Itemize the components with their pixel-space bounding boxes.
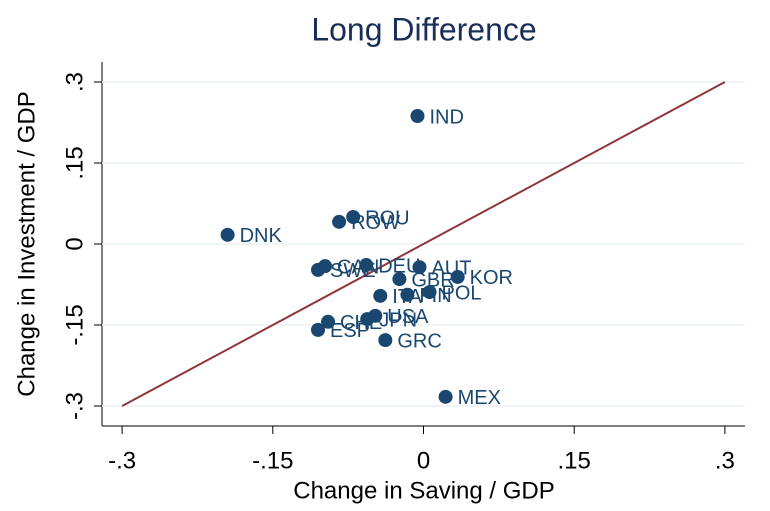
point	[400, 287, 415, 302]
point	[346, 209, 361, 224]
point	[412, 260, 427, 275]
x-tick-label: .15	[558, 447, 591, 474]
point-label: JPN	[379, 309, 417, 331]
point-label: ROW	[351, 212, 400, 234]
point-label: CHE	[340, 312, 382, 334]
point-label: GRC	[397, 330, 441, 352]
point-label: MEX	[458, 387, 501, 409]
chart-title: Long Difference	[311, 11, 536, 47]
point	[392, 272, 407, 287]
point	[438, 389, 453, 404]
point-label: USA	[387, 306, 429, 328]
point	[410, 109, 425, 124]
point	[378, 333, 393, 348]
x-tick-label: -.15	[252, 447, 293, 474]
y-tick-label: -.15	[61, 304, 88, 345]
point	[220, 227, 235, 242]
x-axis-label: Change in Saving / GDP	[293, 477, 554, 504]
x-tick-label: .3	[715, 447, 735, 474]
y-tick-label: -.3	[61, 392, 88, 420]
point-label: ESP	[330, 320, 370, 342]
point	[422, 285, 437, 300]
y-tick-label: .15	[61, 146, 88, 179]
point	[373, 288, 388, 303]
point-label: KOR	[470, 267, 513, 289]
point-label: DEU	[378, 255, 420, 277]
point	[360, 312, 375, 327]
x-tick-label: -.3	[108, 447, 136, 474]
reference-line	[121, 81, 726, 407]
point	[311, 262, 326, 277]
y-axis-label: Change in Investment / GDP	[13, 91, 40, 396]
point-label: GBR	[411, 269, 454, 291]
point	[321, 314, 336, 329]
point-label: IND	[429, 106, 463, 128]
point-label: FIN	[419, 285, 451, 307]
point	[332, 214, 347, 229]
point	[359, 258, 374, 273]
point	[450, 269, 465, 284]
y-tick-label: .3	[61, 72, 88, 92]
point-label: DNK	[240, 225, 283, 247]
point	[311, 322, 326, 337]
y-tick-label: 0	[61, 237, 88, 250]
point-label: ROU	[365, 207, 409, 229]
point-label: POL	[442, 282, 482, 304]
x-tick-label: 0	[417, 447, 430, 474]
